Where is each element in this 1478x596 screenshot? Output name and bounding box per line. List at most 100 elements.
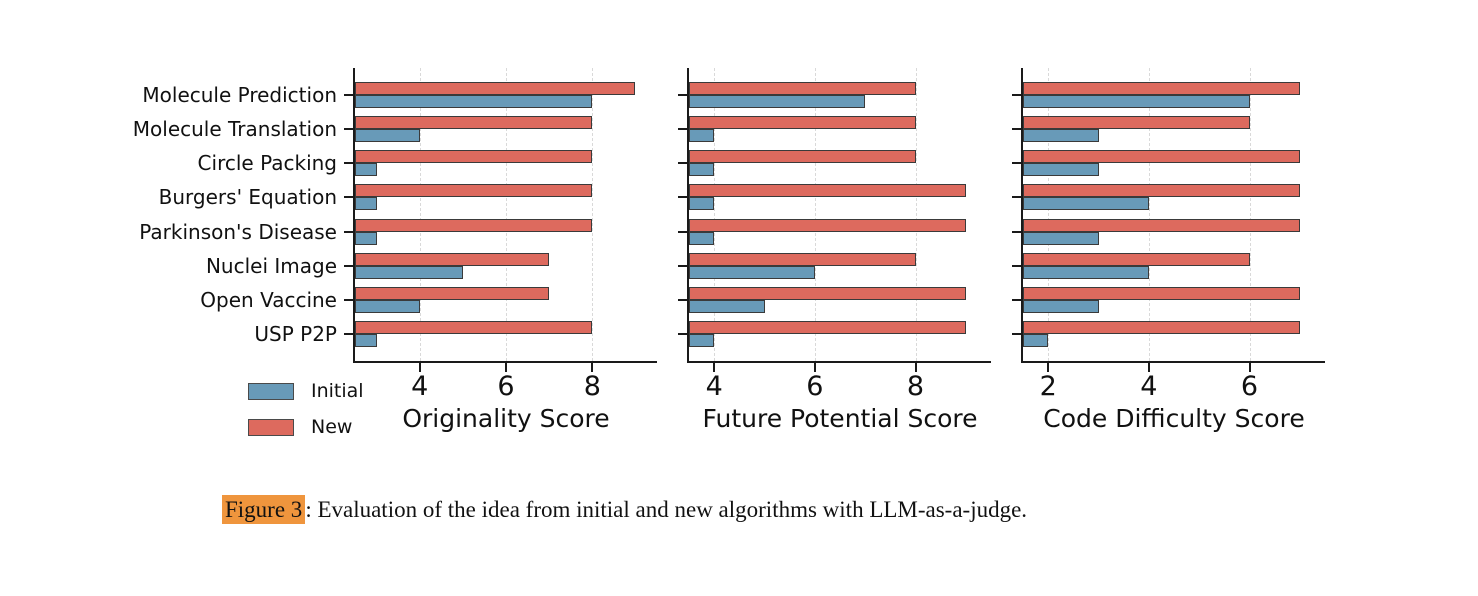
bar-initial-circle-packing [355,163,377,177]
y-tick-mark [344,264,355,267]
legend-item-initial: Initial [248,382,364,401]
bar-initial-open-vaccine [1023,299,1099,313]
bar-new-circle-packing [689,150,916,164]
bar-group-nuclei-image [689,249,991,283]
x-tick-mark [914,363,917,372]
bar-new-nuclei-image [689,252,916,266]
y-tick-mark [344,94,355,97]
y-tick-mark [678,196,689,199]
gridline-4 [714,68,716,361]
bar-initial-molecule-translation [689,129,715,143]
y-tick-mark [1012,196,1023,199]
bar-new-burgers-equation [355,184,593,198]
bar-group-open-vaccine [1023,283,1325,317]
gridline-6 [1249,68,1251,361]
category-label-nuclei-image: Nuclei Image [205,253,337,278]
x-tick-label: 6 [497,371,515,402]
bar-group-burgers-equation [355,180,657,214]
gridline-8 [592,68,594,361]
bar-group-open-vaccine [689,283,991,317]
bar-new-molecule-prediction [1023,82,1300,95]
y-tick-mark [344,298,355,301]
bar-group-parkinson-s-disease [355,215,657,249]
y-tick-mark [344,162,355,165]
x-tick-label: 6 [806,371,824,402]
bar-initial-nuclei-image [689,265,815,279]
legend: Initial New [248,382,364,454]
bar-initial-nuclei-image [1023,265,1149,279]
y-tick-mark [1012,332,1023,335]
bar-initial-molecule-translation [1023,129,1099,143]
x-tick-mark [813,363,816,372]
bar-group-nuclei-image [355,249,657,283]
bar-initial-open-vaccine [689,299,765,313]
bar-new-molecule-prediction [689,82,916,95]
plot-originality-score: 4 6 8 Originality Score [344,68,657,432]
plot-code-difficulty-score: 2 4 6 Code Difficulty Score [1012,68,1325,432]
bar-initial-parkinson-s-disease [689,231,715,245]
bar-group-molecule-prediction [689,78,991,112]
y-tick-mark [678,230,689,233]
bar-initial-circle-packing [1023,163,1099,177]
bar-new-nuclei-image [355,252,550,266]
bar-new-usp-p2p [689,320,966,334]
x-tick-label: 6 [1240,371,1259,402]
bar-initial-parkinson-s-disease [355,231,377,245]
gridline-2 [1048,68,1050,361]
bar-new-parkinson-s-disease [355,218,593,232]
plot-future-potential-score: 4 6 8 Future Potential Score [678,68,991,432]
gridline-4 [419,68,421,361]
category-label-open-vaccine: Open Vaccine [200,287,337,312]
x-tick-label: 2 [1039,371,1057,402]
category-axis: Molecule Prediction Molecule Translation C… [0,78,345,351]
category-label-circle-packing: Circle Packing [197,151,337,176]
legend-label-new: New [311,416,353,438]
bar-new-molecule-translation [689,116,916,130]
figure-caption-tag: Figure 3 [222,495,306,524]
y-tick-mark [344,128,355,131]
y-tick-mark [1012,264,1023,267]
x-tick-label: 8 [906,371,925,402]
bar-new-open-vaccine [689,286,966,300]
bar-group-open-vaccine [355,283,657,317]
bar-initial-open-vaccine [355,299,420,313]
bars-area [689,78,991,351]
bar-new-molecule-prediction [355,82,636,95]
initial-color-swatch [248,383,294,400]
bar-initial-nuclei-image [355,265,463,279]
bar-new-nuclei-image [1023,252,1250,266]
bar-initial-burgers-equation [1023,197,1149,211]
gridline-8 [915,68,917,361]
bar-initial-usp-p2p [689,333,715,347]
y-tick-mark [1012,94,1023,97]
y-tick-mark [1012,162,1023,165]
bar-initial-molecule-prediction [689,95,866,108]
bar-group-nuclei-image [1023,249,1325,283]
bar-initial-burgers-equation [355,197,377,211]
bar-group-circle-packing [1023,146,1325,180]
bar-group-parkinson-s-disease [1023,215,1325,249]
category-label-burgers-equation: Burgers' Equation [158,185,337,210]
x-axis-title-originality-score: Originality Score [402,404,610,433]
bar-group-usp-p2p [355,317,657,351]
bar-initial-molecule-translation [355,129,420,143]
bar-new-circle-packing [355,150,593,164]
bar-new-burgers-equation [1023,184,1300,198]
x-tick-label: 4 [411,371,429,402]
x-tick-label: 4 [705,371,723,402]
gridline-6 [814,68,816,361]
bar-group-burgers-equation [1023,180,1325,214]
category-label-usp-p2p: USP P2P [254,321,337,346]
x-tick-mark [1248,363,1251,372]
figure-caption: Figure 3: Evaluation of the idea from in… [222,494,1027,526]
bar-new-usp-p2p [1023,320,1300,334]
y-tick-mark [344,332,355,335]
bar-new-open-vaccine [1023,286,1300,300]
bar-group-burgers-equation [689,180,991,214]
bar-group-molecule-prediction [355,78,657,112]
bars-area [1023,78,1325,351]
bar-new-open-vaccine [355,286,550,300]
bar-group-usp-p2p [689,317,991,351]
category-label-molecule-translation: Molecule Translation [132,117,337,142]
